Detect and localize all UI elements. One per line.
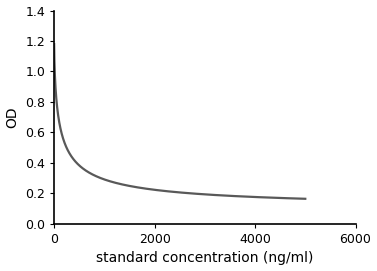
Y-axis label: OD: OD [6, 107, 20, 128]
X-axis label: standard concentration (ng/ml): standard concentration (ng/ml) [96, 251, 314, 265]
